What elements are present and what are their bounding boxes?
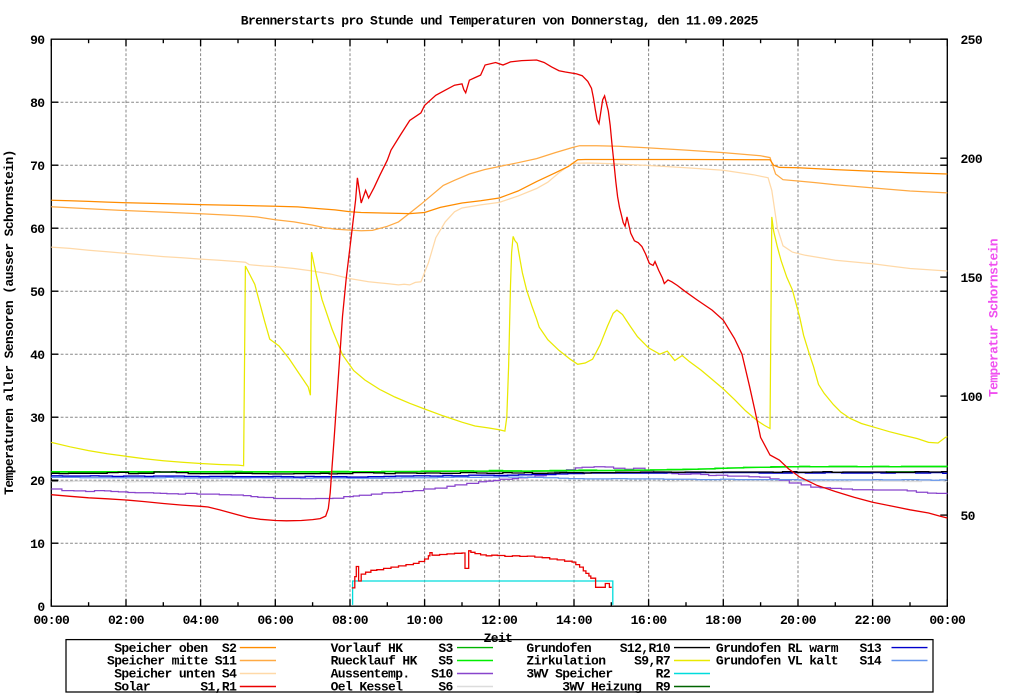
svg-text:Ruecklauf HK S5: Ruecklauf HK S5 <box>331 654 454 669</box>
svg-text:Temperatur Schornstein: Temperatur Schornstein <box>987 238 1002 397</box>
svg-text:30: 30 <box>30 411 45 426</box>
svg-text:18:00: 18:00 <box>705 613 742 628</box>
svg-text:08:00: 08:00 <box>332 613 369 628</box>
svg-text:Solar S1,R1: Solar S1,R1 <box>114 680 237 695</box>
svg-text:60: 60 <box>30 222 45 237</box>
svg-text:40: 40 <box>30 348 45 363</box>
svg-text:06:00: 06:00 <box>257 613 294 628</box>
svg-text:22:00: 22:00 <box>855 613 892 628</box>
svg-text:Zirkulation S9,R7: Zirkulation S9,R7 <box>526 654 670 669</box>
svg-text:20:00: 20:00 <box>780 613 817 628</box>
svg-text:12:00: 12:00 <box>481 613 518 628</box>
svg-text:Aussentemp. S10: Aussentemp. S10 <box>331 667 454 682</box>
svg-text:250: 250 <box>961 33 983 48</box>
svg-text:70: 70 <box>30 159 45 174</box>
svg-text:50: 50 <box>30 285 45 300</box>
svg-text:Brennerstarts pro Stunde und T: Brennerstarts pro Stunde und Temperature… <box>241 14 759 29</box>
svg-text:04:00: 04:00 <box>183 613 220 628</box>
svg-text:Vorlauf HK S3: Vorlauf HK S3 <box>331 641 454 656</box>
svg-text:14:00: 14:00 <box>556 613 593 628</box>
svg-text:Grundofen S12,R10: Grundofen S12,R10 <box>526 641 670 656</box>
svg-text:200: 200 <box>961 152 983 167</box>
svg-text:80: 80 <box>30 96 45 111</box>
svg-text:Grundofen RL warm S13: Grundofen RL warm S13 <box>716 641 882 656</box>
svg-text:Speicher mitte S11: Speicher mitte S11 <box>107 654 237 669</box>
svg-text:3WV Speicher R2: 3WV Speicher R2 <box>526 667 670 682</box>
svg-text:Zeit: Zeit <box>484 631 513 646</box>
svg-text:10: 10 <box>30 537 45 552</box>
svg-text:Grundofen VL kalt S14: Grundofen VL kalt S14 <box>716 654 882 669</box>
svg-text:Oel Kessel S6: Oel Kessel S6 <box>331 680 454 695</box>
svg-text:Speicher oben S2: Speicher oben S2 <box>114 641 237 656</box>
svg-text:Temperaturen aller Sensoren (a: Temperaturen aller Sensoren (ausser Scho… <box>2 150 17 495</box>
svg-text:100: 100 <box>961 390 983 405</box>
svg-text:00:00: 00:00 <box>929 613 966 628</box>
svg-text:Speicher unten S4: Speicher unten S4 <box>114 667 237 682</box>
svg-text:3WV Heizung R9: 3WV Heizung R9 <box>526 680 670 695</box>
svg-text:02:00: 02:00 <box>108 613 145 628</box>
svg-text:150: 150 <box>961 271 983 286</box>
svg-text:20: 20 <box>30 474 45 489</box>
svg-text:90: 90 <box>30 33 45 48</box>
svg-text:0: 0 <box>37 600 45 615</box>
svg-text:10:00: 10:00 <box>407 613 444 628</box>
svg-text:00:00: 00:00 <box>33 613 70 628</box>
svg-text:50: 50 <box>961 509 976 524</box>
svg-text:16:00: 16:00 <box>631 613 668 628</box>
